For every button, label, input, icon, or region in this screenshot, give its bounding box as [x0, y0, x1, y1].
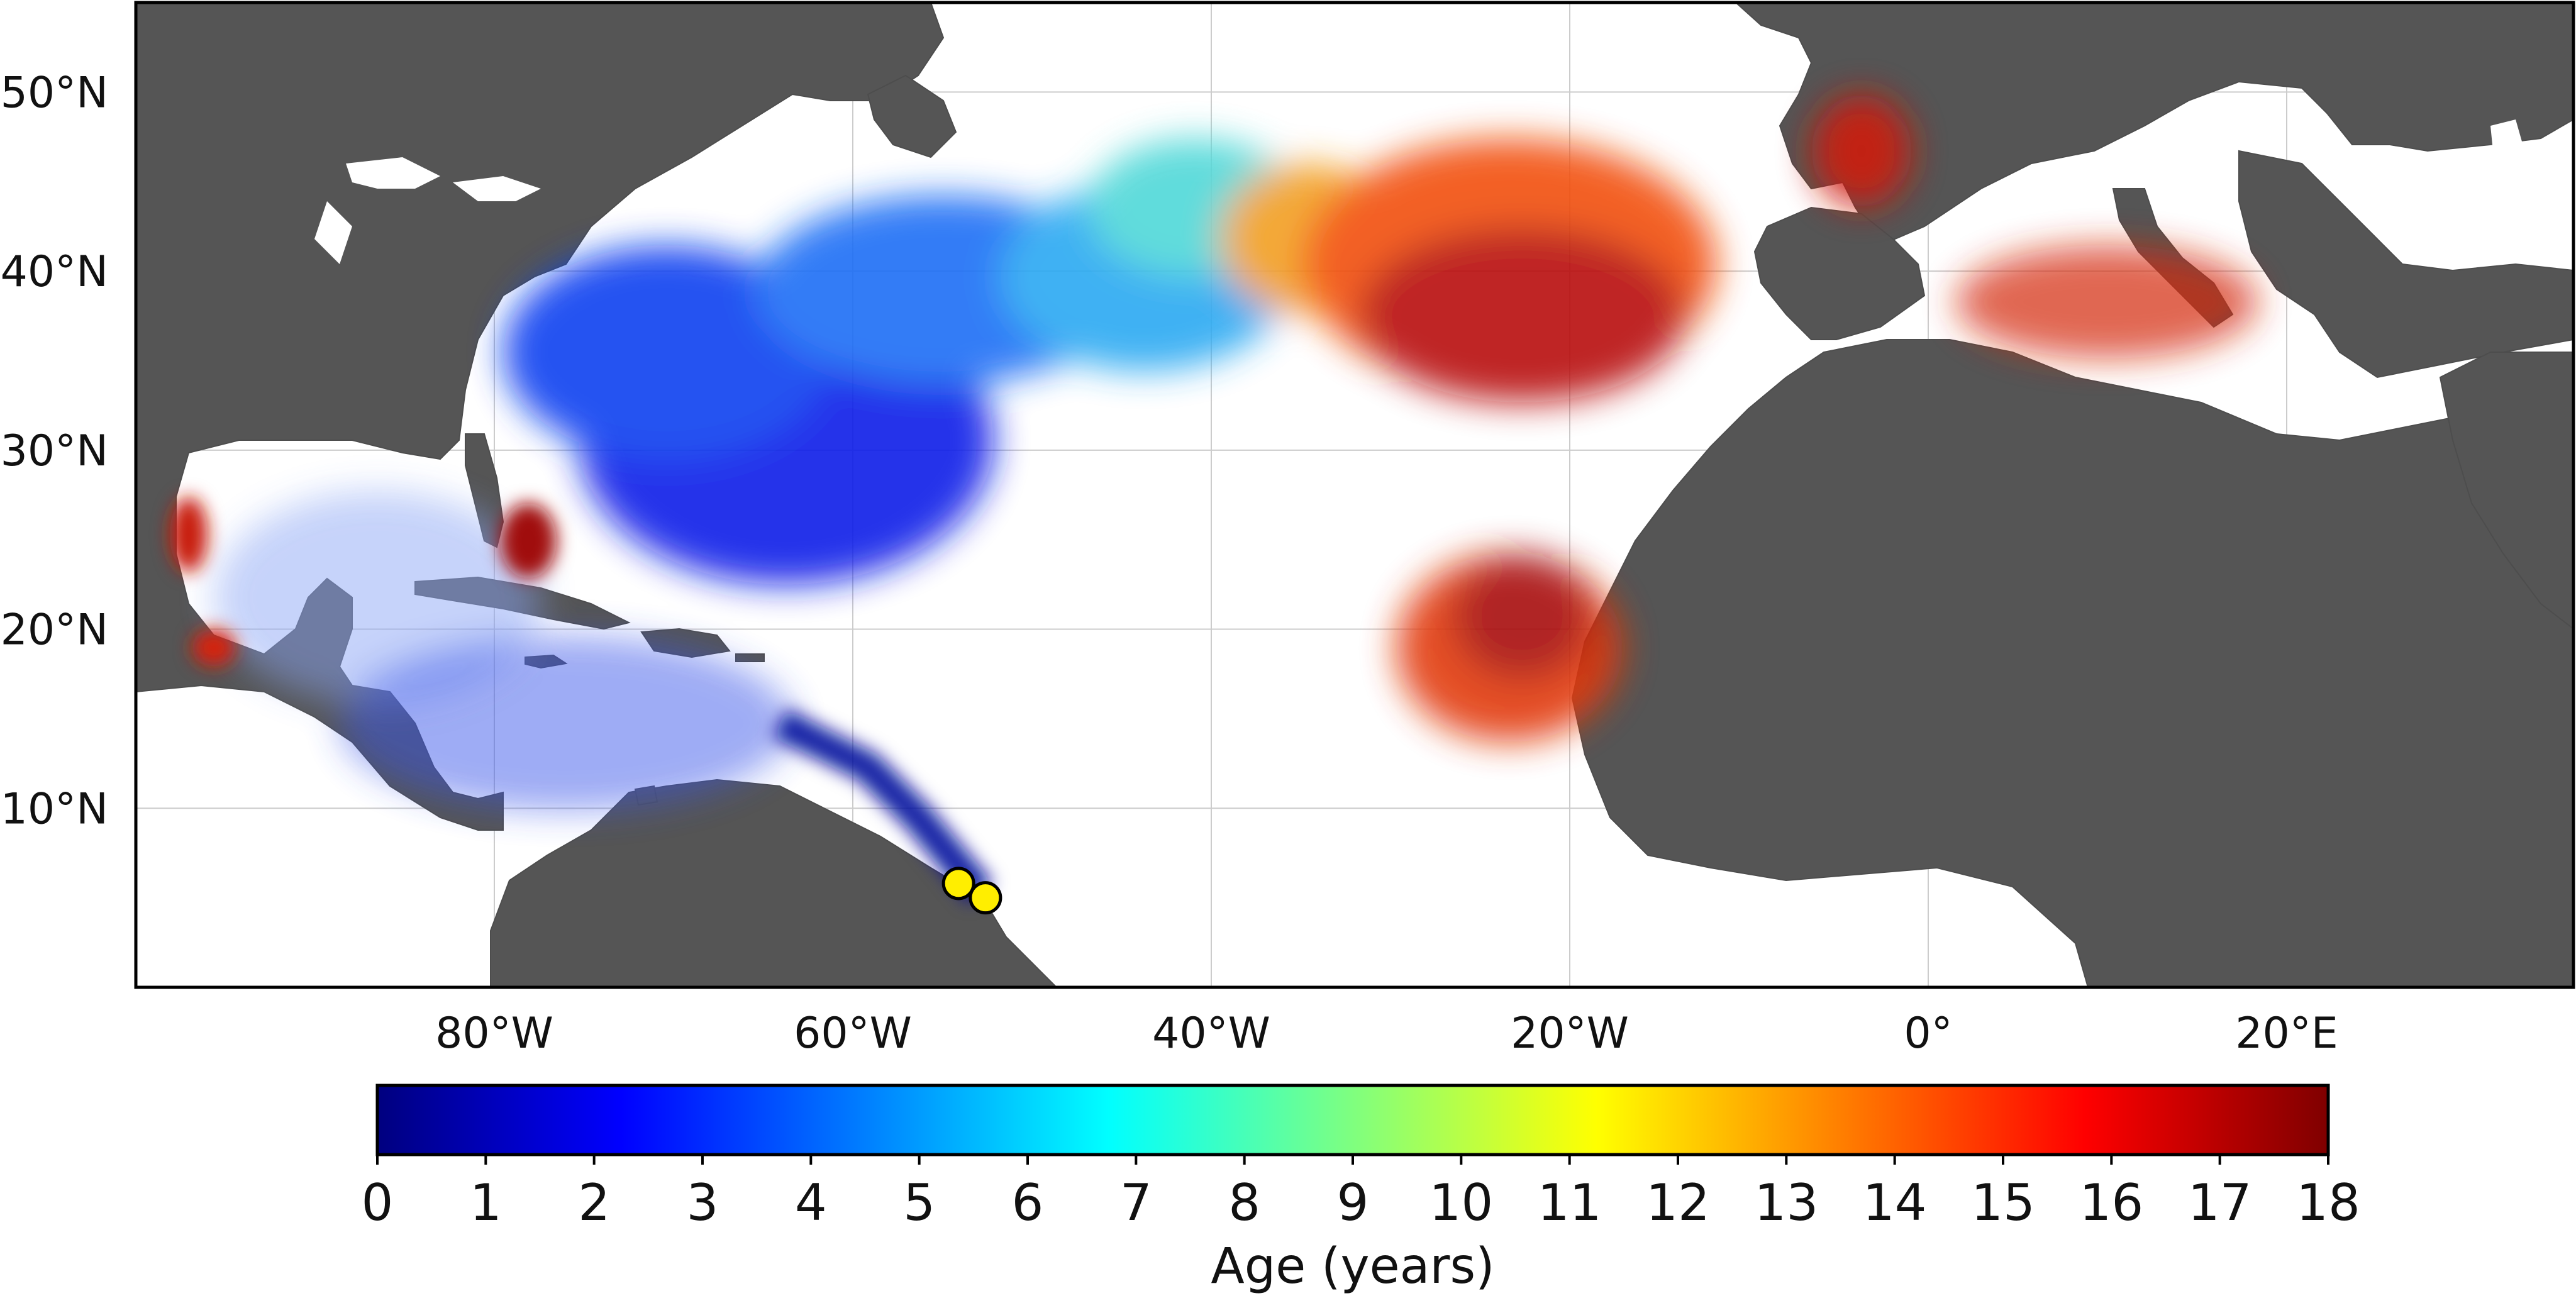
colorbar-tick-label-0: 0 [362, 1173, 394, 1232]
colorbar-tick-label-7: 7 [1120, 1173, 1152, 1232]
age-spot-yucatan [192, 629, 236, 667]
colorbar: 0 1 2 3 4 5 6 7 8 9 10 11 12 13 14 15 16 17 18 Age (years) [362, 1084, 2360, 1295]
age-plume-bay-of-biscay [1811, 94, 1912, 208]
age-plume-caribbean [340, 635, 792, 811]
map-frame [134, 1, 2575, 989]
colorbar-tick-label-3: 3 [687, 1173, 719, 1232]
lat-label-3: 20°N [1, 606, 108, 655]
release-markers [941, 867, 1002, 915]
arabia-land [2439, 352, 2573, 630]
age-spot-bahamas [500, 503, 557, 579]
colorbar-tick-label-6: 6 [1012, 1173, 1044, 1232]
age-plume-mediterranean [1956, 245, 2258, 358]
colorbar-tick-label-5: 5 [903, 1173, 935, 1232]
particle-age-overlay [170, 94, 2258, 904]
great-lakes [314, 157, 541, 264]
lon-label-0: 80°W [435, 1009, 553, 1058]
lat-label-4: 10°N [1, 784, 108, 834]
colorbar-tick-label-17: 17 [2188, 1173, 2252, 1232]
map-panel: 50°N 40°N 30°N 20°N 10°N 80°W 60°W 40°W 20°W 0° 2… [1, 1, 2575, 1058]
lon-label-5: 20°E [2235, 1009, 2338, 1058]
colorbar-tick-label-14: 14 [1863, 1173, 1927, 1232]
colorbar-tick-label-10: 10 [1429, 1173, 1493, 1232]
europe-land [1735, 3, 2573, 247]
colorbar-tick-label-2: 2 [578, 1173, 610, 1232]
africa-land [1571, 339, 2573, 987]
colorbar-tick-label-18: 18 [2296, 1173, 2360, 1232]
age-spot-mexico-coast [170, 497, 208, 572]
colorbar-tick-label-11: 11 [1538, 1173, 1602, 1232]
colorbar-ticks: 0 1 2 3 4 5 6 7 8 9 10 11 12 13 14 15 16 17 18 [362, 1155, 2360, 1232]
release-site-marker-0 [941, 867, 975, 901]
colorbar-bar [375, 1084, 2330, 1156]
age-path-guiana-current [772, 709, 994, 904]
lat-label-0: 50°N [1, 68, 108, 118]
inland-water [314, 119, 2528, 264]
colorbar-tick-label-16: 16 [2079, 1173, 2143, 1232]
caspian-sea [2490, 119, 2528, 208]
colorbar-tick-label-9: 9 [1337, 1173, 1369, 1232]
colorbar-tick-label-15: 15 [1971, 1173, 2035, 1232]
greenland-newfoundland-land [867, 74, 957, 158]
colorbar-tick-label-1: 1 [470, 1173, 502, 1232]
colorbar-tick-label-12: 12 [1646, 1173, 1710, 1232]
release-site-marker-1 [969, 881, 1002, 915]
iberia-land [1753, 206, 1926, 340]
age-plume-canary-core [1453, 553, 1591, 679]
colorbar-tick-label-4: 4 [795, 1173, 827, 1232]
lon-label-3: 20°W [1511, 1009, 1629, 1058]
colorbar-tick-label-8: 8 [1228, 1173, 1260, 1232]
south-america-land [490, 779, 1058, 987]
longitude-labels: 80°W 60°W 40°W 20°W 0° 20°E [435, 1009, 2338, 1058]
puerto-rico-land [735, 653, 765, 662]
lat-label-1: 40°N [1, 247, 108, 297]
age-plume-16-18y [1358, 226, 1685, 402]
colorbar-label: Age (years) [1211, 1238, 1494, 1295]
lat-label-2: 30°N [1, 426, 108, 476]
age-plume-1-2y [503, 245, 830, 459]
latitude-labels: 50°N 40°N 30°N 20°N 10°N [1, 68, 108, 834]
black-sea [2340, 176, 2453, 214]
colorbar-tick-label-13: 13 [1754, 1173, 1818, 1232]
balkans-turkey-land [2238, 150, 2573, 379]
lon-label-1: 60°W [794, 1009, 912, 1058]
lon-label-4: 0° [1904, 1009, 1952, 1058]
lon-label-2: 40°W [1152, 1009, 1270, 1058]
